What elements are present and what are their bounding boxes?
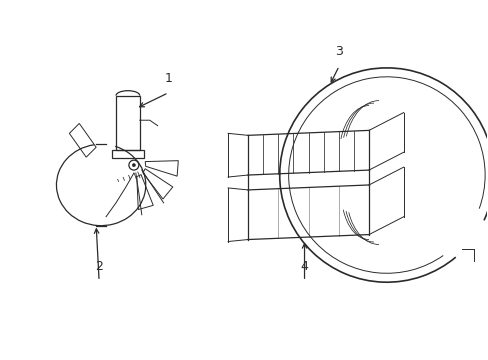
Text: 4: 4 xyxy=(300,260,308,273)
Bar xyxy=(112,150,143,158)
Text: 3: 3 xyxy=(335,45,343,58)
Text: 2: 2 xyxy=(95,260,103,273)
Circle shape xyxy=(132,164,135,167)
Text: 1: 1 xyxy=(164,72,172,85)
